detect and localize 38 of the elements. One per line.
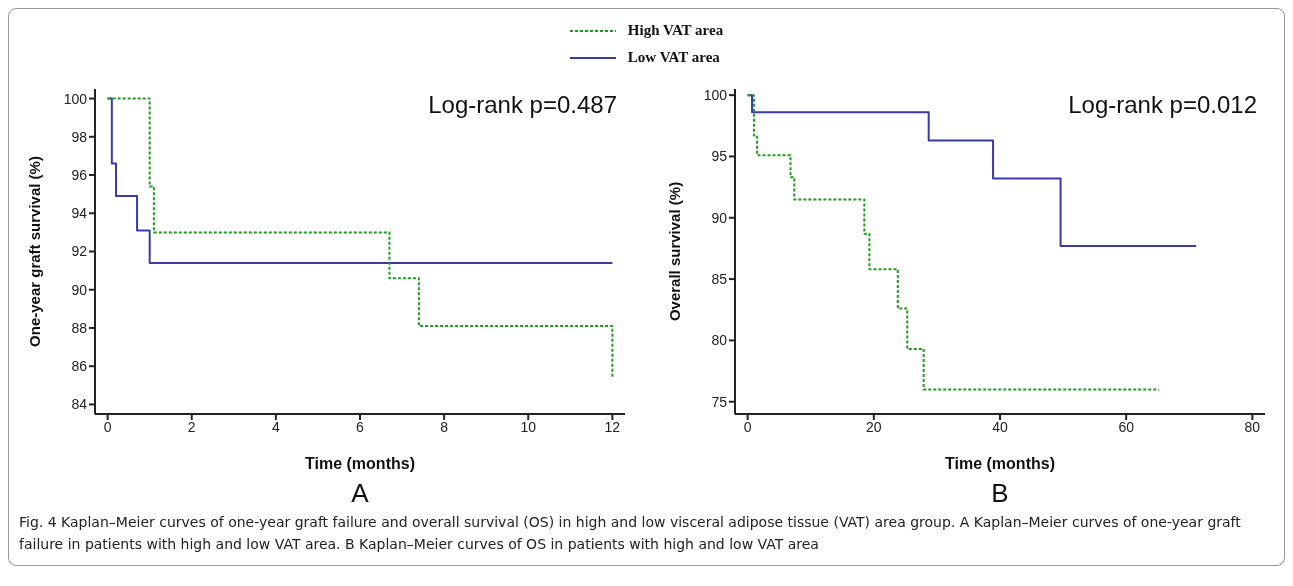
caption: Fig. 4 Kaplan–Meier curves of one-year graft failure and overall survival (OS) in high and low visceral adipose tissue (VAT) area group. A Kaplan–Meier curves of one-year graft failure in patients with high and low VAT area. B Kaplan–Meier curves of OS in patients with high and low VAT area [18,513,1242,554]
x-tick-label: 40 [992,418,1008,435]
y-tick-label: 95 [711,148,728,165]
y-tick-label: 100 [63,90,88,107]
x-tick-label: 0 [103,418,112,435]
legend-label: High VAT area [627,22,724,39]
y-tick-label: 86 [71,358,88,375]
annotation: Log-rank p=0.487 [428,91,617,119]
x-tick-label: 4 [271,418,280,435]
text: B [990,478,1010,508]
y-tick-label: 90 [71,281,88,298]
y-tick-label: 85 [711,271,728,288]
text: A [350,478,370,508]
x-axis-title: Time (months) [945,455,1055,472]
x-tick-label: 80 [1244,418,1261,435]
y-tick-label: 84 [71,396,88,413]
x-tick-label: 10 [520,418,537,435]
y-tick-label: 98 [71,128,88,145]
y-tick-label: 80 [711,332,728,349]
x-tick-label: 2 [187,418,196,435]
annotation: Log-rank p=0.012 [1068,91,1257,119]
x-tick-label: 0 [743,418,752,435]
x-tick-label: 8 [440,418,449,435]
x-tick-label: 20 [866,418,882,435]
y-tick-label: 96 [71,167,88,183]
legend-label: Low VAT area [627,49,720,66]
x-tick-label: 12 [604,418,621,435]
x-tick-label: 6 [356,418,365,435]
x-axis-title: Time (months) [305,455,415,472]
y-tick-label: 100 [703,87,728,104]
y-axis-title: Overall survival (%) [666,181,684,322]
y-tick-label: 75 [711,393,728,410]
y-tick-label: 90 [711,209,728,226]
y-axis-title: One-year graft survival (%) [26,156,44,347]
x-tick-label: 60 [1118,418,1135,435]
y-tick-label: 88 [71,319,88,336]
y-tick-label: 94 [71,205,88,222]
y-tick-label: 92 [71,243,88,260]
